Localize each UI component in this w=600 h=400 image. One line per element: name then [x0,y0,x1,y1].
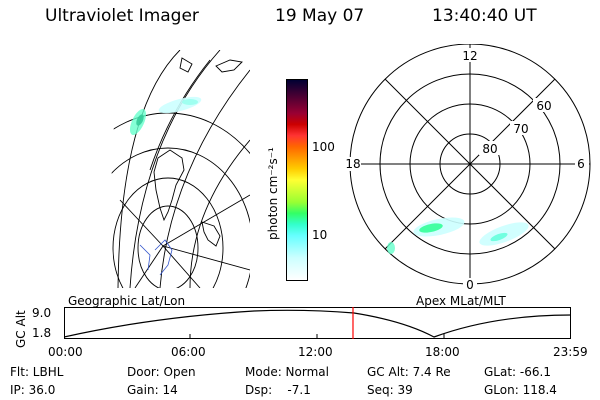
apex-map-label: Apex MLat/MLT [416,294,506,308]
colorbar-tick-100: 100 [312,140,335,154]
time-label: 13:40:40 UT [432,6,537,26]
instrument-title: Ultraviolet Imager [45,6,199,26]
time-tick-2359: 23:59 [553,345,588,359]
ip-info: IP: 36.0 [10,383,56,397]
mlt-label-18: 18 [345,157,360,171]
date-label: 19 May 07 [275,6,365,26]
time-tick-1200: 12:00 [298,345,333,359]
colorbar-tick-10: 10 [312,228,328,242]
geographic-map-label: Geographic Lat/Lon [68,294,186,308]
continent-outline [153,149,185,222]
mlt-label-6: 6 [577,157,585,171]
altitude-timeline-plot [64,307,572,339]
mode-info: Mode: Normal [245,365,329,379]
geographic-map [111,50,250,288]
altitude-min-label: 1.8 [32,326,52,340]
dsp-info: Dsp: -7.1 [245,383,311,397]
altitude-curve [64,309,572,338]
aurora-emission [129,96,202,135]
door-info: Door: Open [127,365,196,379]
polar-mlat-mlt-plot: 12 18 6 0 60 70 80 [339,44,591,292]
lat-label-70: 70 [513,122,528,136]
mlt-label-0: 0 [466,278,474,292]
time-tick-1800: 18:00 [425,345,460,359]
time-tick-0600: 06:00 [171,345,206,359]
mlt-label-12: 12 [462,49,477,63]
colorbar-unit-label: photon cm⁻²s⁻¹ [266,147,280,240]
polar-aurora-emission [387,217,529,254]
altitude-max-label: 9.0 [32,306,52,320]
glat-info: GLat: -66.1 [484,365,551,379]
altitude-axis-label: GC Alt [14,310,28,348]
lat-label-80: 80 [482,142,497,156]
seq-info: Seq: 39 [367,383,413,397]
color-scale-bar [286,79,308,281]
gain-info: Gain: 14 [127,383,178,397]
time-tick-0000: 00:00 [48,345,83,359]
filter-info: Flt: LBHL [10,365,64,379]
glon-info: GLon: 118.4 [484,383,557,397]
lat-label-60: 60 [536,99,551,113]
gc-alt-info: GC Alt: 7.4 Re [367,365,451,379]
